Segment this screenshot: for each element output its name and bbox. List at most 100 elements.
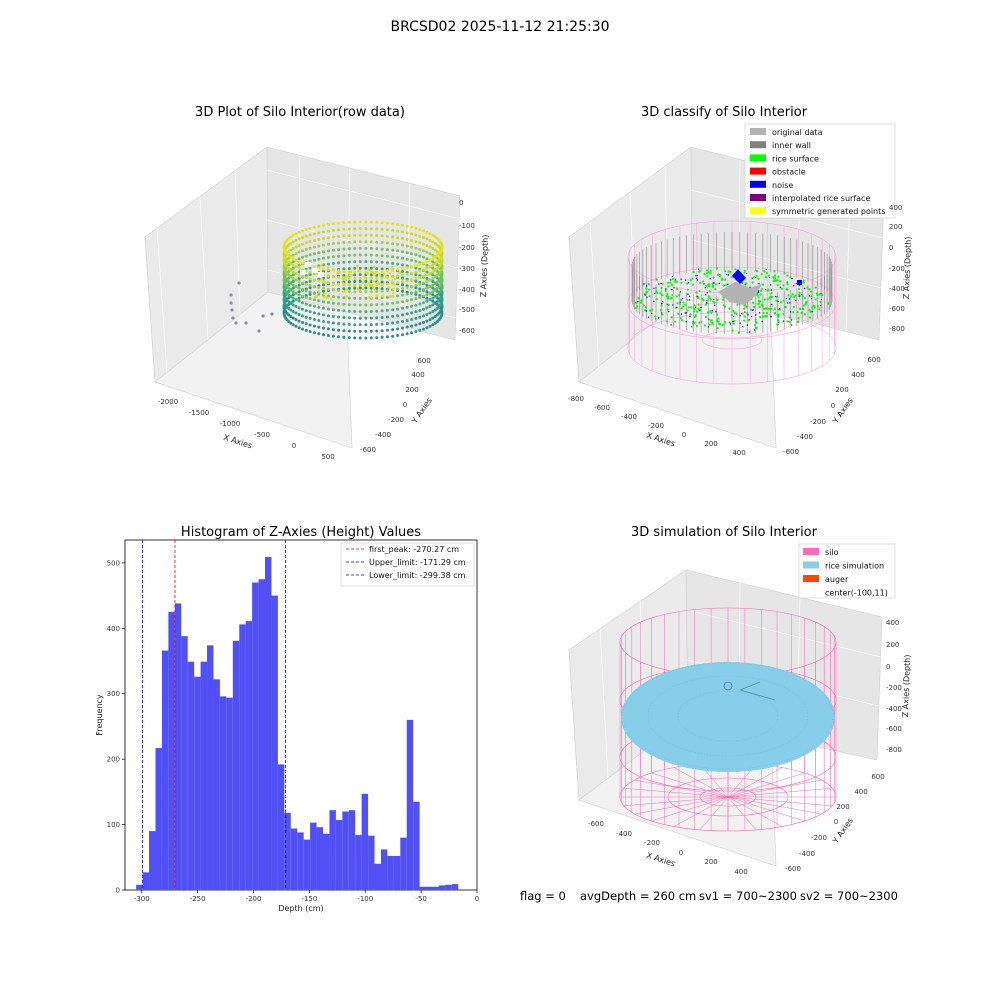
raw-data-point (364, 260, 368, 264)
raw-data-point (289, 308, 293, 312)
classified-point (791, 278, 793, 280)
classified-point (644, 294, 646, 296)
classified-point (701, 297, 704, 300)
raw-data-point (323, 292, 326, 296)
raw-data-point (342, 287, 346, 291)
raw-data-point (380, 335, 384, 339)
raw-data-point (440, 243, 444, 247)
raw-data-point (317, 319, 321, 322)
raw-data-point (428, 311, 432, 315)
raw-data-point (304, 295, 308, 299)
histogram-bar (368, 835, 375, 890)
panel4-ztick: 400 (886, 619, 899, 627)
classified-point (684, 279, 687, 281)
raw-data-point (301, 314, 304, 318)
panel2-xtick: -800 (568, 395, 584, 403)
classified-point (704, 315, 707, 319)
classified-point (732, 310, 735, 313)
classified-point (669, 281, 672, 284)
raw-data-point (425, 263, 429, 267)
raw-data-point (294, 285, 298, 289)
classified-point (689, 279, 692, 282)
classified-point (670, 316, 673, 319)
panel1-ztick: -200 (459, 244, 475, 252)
raw-data-point (405, 305, 409, 309)
raw-data-point (425, 266, 429, 270)
histogram-xtick-label: -250 (190, 895, 206, 903)
classified-point (670, 279, 672, 281)
raw-data-point (422, 261, 425, 265)
panel1-ztick: -500 (459, 306, 475, 314)
raw-data-point (380, 234, 384, 238)
classified-point (808, 308, 811, 312)
raw-data-point (396, 281, 400, 285)
classified-point (770, 289, 772, 291)
raw-data-point (401, 263, 404, 267)
raw-data-point (308, 279, 312, 283)
classified-point (732, 322, 735, 325)
raw-data-point (297, 230, 301, 234)
classified-point (797, 320, 800, 323)
classified-point (741, 281, 744, 285)
raw-data-point (371, 280, 375, 283)
raw-data-point (364, 283, 368, 287)
raw-data-point (375, 270, 379, 274)
panel2-ztick: 0 (889, 244, 893, 252)
panel2-ztick: -400 (889, 285, 905, 293)
raw-data-point (322, 243, 325, 247)
classified-point (693, 307, 696, 310)
classified-point (657, 317, 660, 319)
raw-data-point (308, 277, 312, 281)
raw-data-point (401, 280, 404, 284)
raw-data-point (414, 253, 418, 257)
raw-data-point (287, 236, 291, 240)
classified-point (693, 310, 696, 313)
raw-data-point (391, 314, 395, 318)
raw-data-point (353, 316, 357, 320)
raw-data-point (422, 288, 425, 291)
histogram-bar (342, 811, 349, 890)
raw-data-point (422, 321, 425, 324)
classified-point (636, 305, 639, 308)
raw-data-point (294, 278, 298, 282)
raw-data-point (385, 234, 389, 238)
raw-data-point (433, 241, 437, 245)
classified-point (731, 329, 734, 332)
raw-data-point (331, 321, 335, 325)
classified-point (737, 331, 740, 334)
classified-point (743, 271, 746, 274)
classified-point (770, 307, 773, 310)
legend-swatch (750, 207, 766, 215)
raw-data-point (326, 327, 330, 331)
classified-point (793, 285, 795, 287)
classified-point (667, 285, 670, 288)
raw-data-point (405, 257, 409, 261)
panel2-ytick: -400 (797, 433, 813, 441)
raw-data-point (329, 297, 333, 301)
panel4-ytick: 400 (854, 788, 867, 796)
classified-point (671, 283, 674, 287)
classified-point (792, 305, 795, 309)
raw-data-gap (305, 262, 311, 267)
classified-point (679, 317, 682, 320)
panel2-xtick: -600 (594, 404, 610, 412)
raw-data-point (388, 271, 392, 275)
raw-data-point (358, 303, 362, 307)
raw-data-point (369, 273, 373, 277)
raw-data-point (428, 324, 432, 328)
classified-point (773, 270, 776, 273)
raw-data-point (391, 301, 395, 305)
raw-data-point (401, 237, 404, 240)
raw-data-point (425, 283, 429, 287)
raw-data-point (317, 251, 321, 255)
raw-data-point (342, 296, 346, 300)
legend-entry: silo (825, 548, 839, 557)
classified-point (761, 315, 765, 318)
classified-point (693, 321, 696, 324)
classified-point (763, 270, 766, 273)
raw-data-point (289, 235, 293, 239)
histogram-bar (348, 810, 356, 890)
histogram-bar (451, 884, 459, 890)
raw-data-point (347, 234, 351, 238)
raw-data-point (380, 269, 384, 273)
